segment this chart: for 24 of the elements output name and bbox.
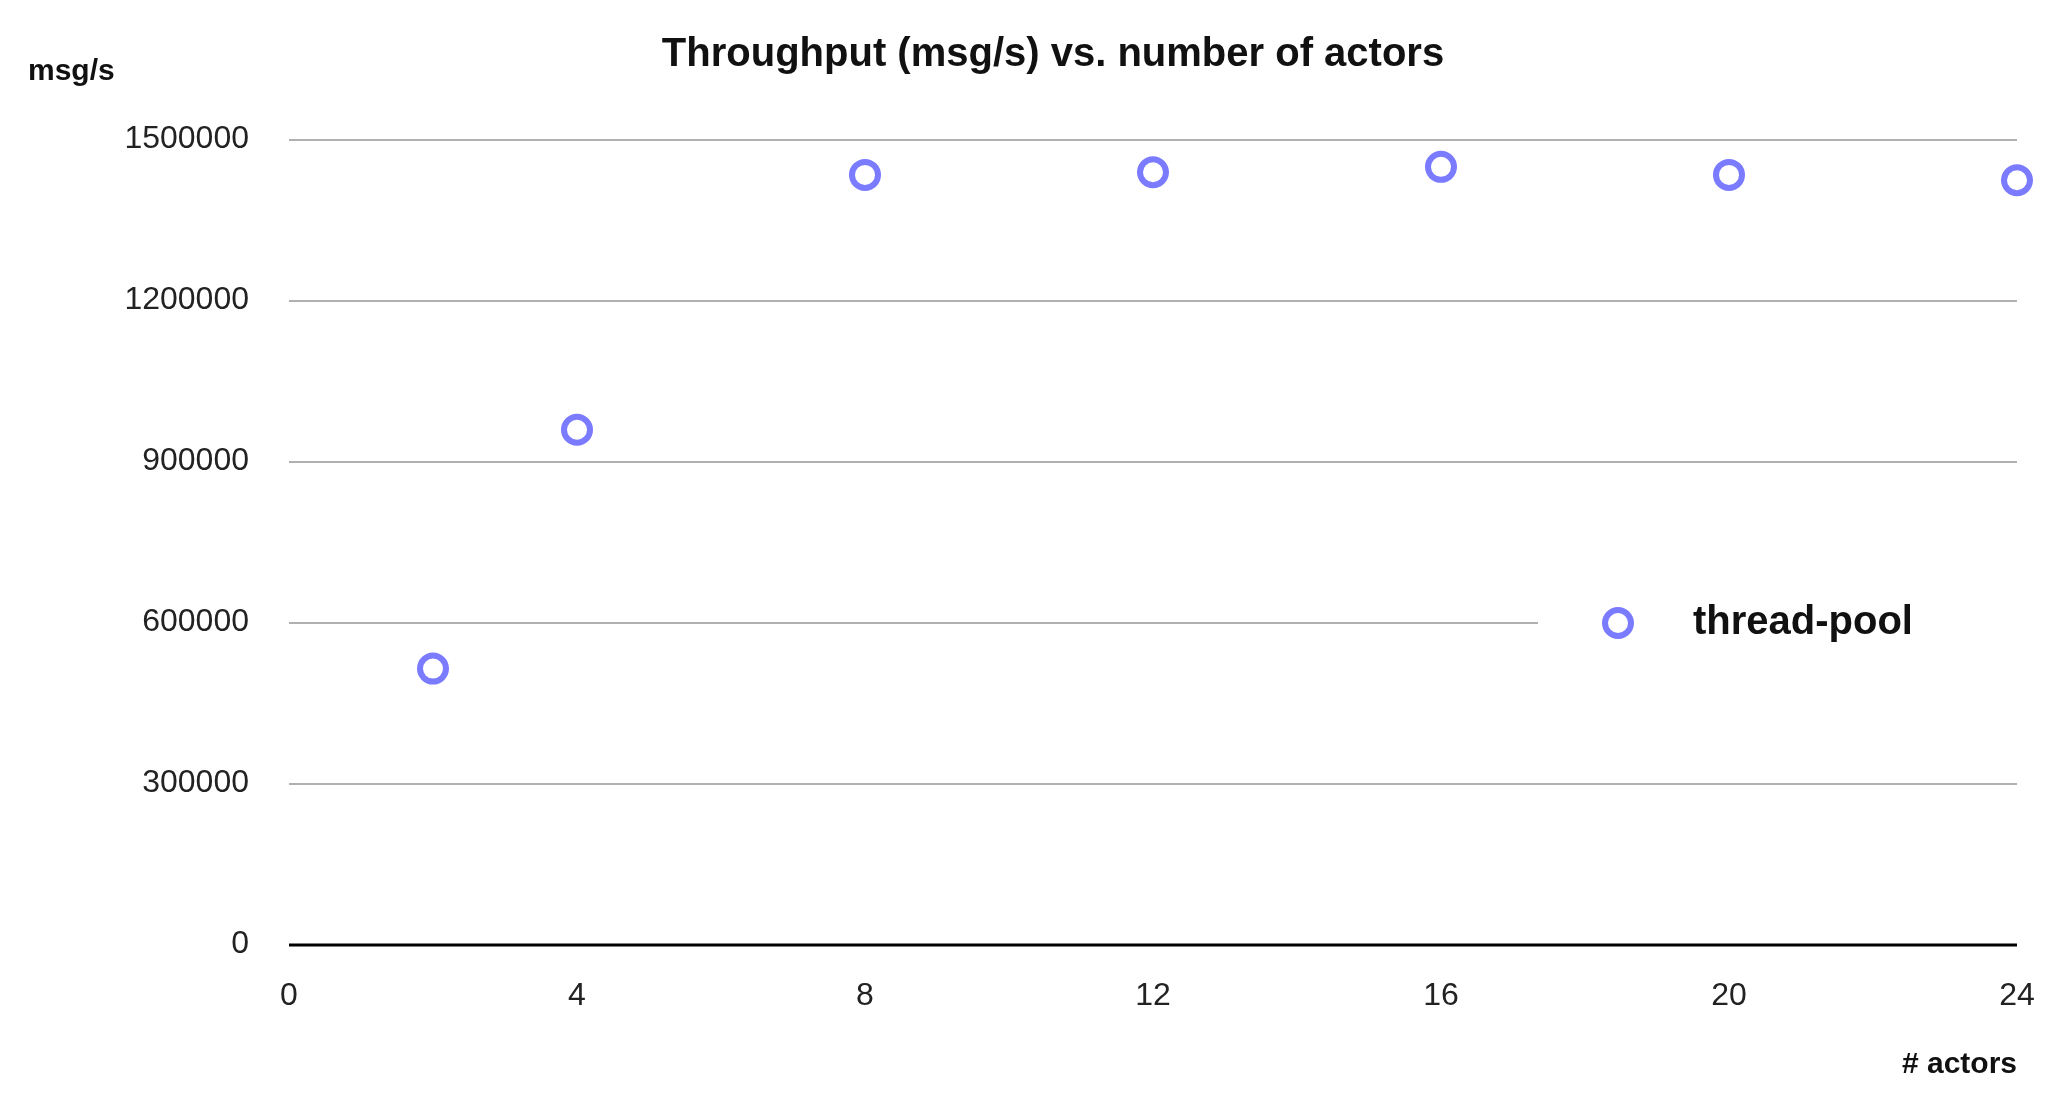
y-tick-label: 0 <box>231 924 249 961</box>
chart-title: Throughput (msg/s) vs. number of actors <box>661 30 1445 74</box>
y-tick-label: 900000 <box>142 441 249 478</box>
point <box>1137 156 1169 189</box>
point <box>1425 150 1457 183</box>
point <box>417 652 449 685</box>
x-tick-label: 16 <box>1423 976 1459 1012</box>
x-axis-title: # actors <box>1901 1046 2017 1079</box>
y-tick-label: 600000 <box>142 602 249 639</box>
x-tick-label: 8 <box>856 976 874 1012</box>
point <box>561 413 593 446</box>
y-tick-label: 300000 <box>142 763 249 800</box>
x-tick-label: 4 <box>568 976 586 1012</box>
x-tick-label: 12 <box>1135 976 1171 1012</box>
y-tick-label: 1200000 <box>124 280 249 317</box>
y-tick-label: 1500000 <box>124 119 249 156</box>
x-tick-label: 20 <box>1711 976 1747 1012</box>
legend-label: thread-pool <box>1693 597 1913 642</box>
x-tick-label: 24 <box>1999 976 2035 1012</box>
point <box>1713 158 1745 191</box>
x-tick-label: 0 <box>280 976 298 1012</box>
y-axis-title: msg/s <box>28 53 115 86</box>
point <box>849 158 881 191</box>
point <box>2001 164 2033 197</box>
